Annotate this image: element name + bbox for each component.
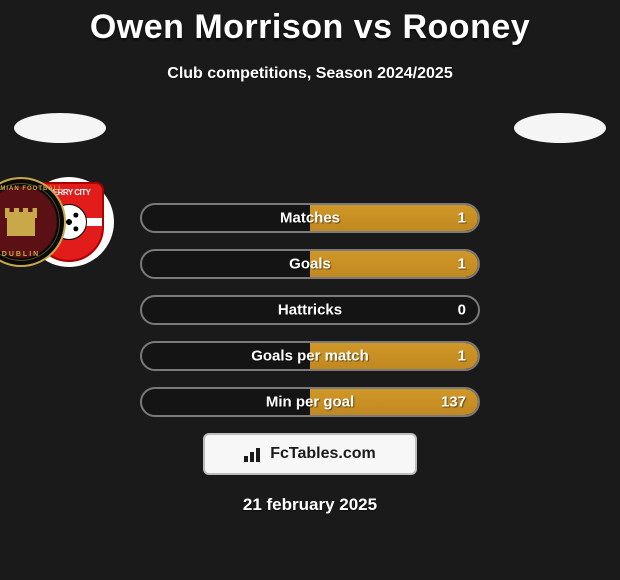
stat-fill-right xyxy=(310,251,478,277)
brand-text: FcTables.com xyxy=(270,445,376,463)
stat-right-value: 1 xyxy=(458,256,466,273)
stat-right-value: 0 xyxy=(458,302,466,319)
stat-label: Goals xyxy=(289,256,331,273)
left-player-avatar xyxy=(14,113,106,143)
right-club-badge: BOHEMIAN FOOTBALL DUBLIN xyxy=(0,177,66,267)
stat-row: 1 Goals xyxy=(140,249,480,279)
subtitle: Club competitions, Season 2024/2025 xyxy=(0,65,620,83)
stats-area: DERRY CITY BOHEMIAN FOOTBALL DUBLIN 1Mat… xyxy=(0,113,620,417)
date-text: 21 february 2025 xyxy=(0,495,620,515)
stat-label: Hattricks xyxy=(278,302,342,319)
stat-right-value: 1 xyxy=(458,210,466,227)
stat-right-value: 137 xyxy=(441,394,466,411)
page-title: Owen Morrison vs Rooney xyxy=(0,0,620,47)
brand-box[interactable]: FcTables.com xyxy=(203,433,417,475)
stat-label: Min per goal xyxy=(266,394,354,411)
stat-row: 1 Goals per match xyxy=(140,341,480,371)
bohemian-bottom-text: DUBLIN xyxy=(0,251,64,258)
stat-label: Matches xyxy=(280,210,340,227)
stat-label: Goals per match xyxy=(251,348,369,365)
stat-row: 1 Matches xyxy=(140,203,480,233)
stat-rows-container: 1 Matches 1 Goals 0 Hattricks 1 Goals per match… xyxy=(140,203,480,417)
bohemian-top-text: BOHEMIAN FOOTBALL xyxy=(0,186,64,192)
stat-row: 137 Min per goal xyxy=(140,387,480,417)
stat-row: 0 Hattricks xyxy=(140,295,480,325)
right-player-avatar xyxy=(514,113,606,143)
stat-right-value: 1 xyxy=(458,348,466,365)
bar-chart-icon xyxy=(244,446,264,462)
castle-icon xyxy=(3,204,39,240)
